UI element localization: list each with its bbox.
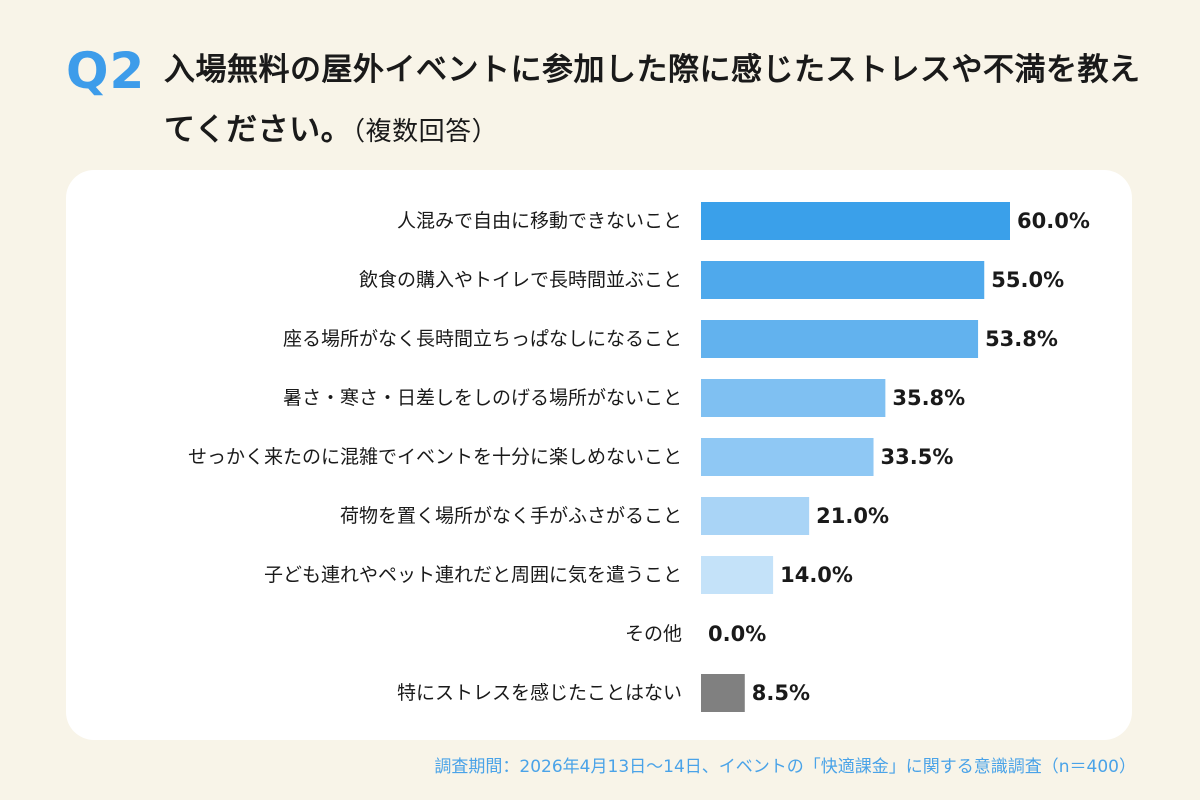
question-number: Q2 [66,42,146,100]
value-label-8: 0.0% [708,622,766,646]
value-label-7: 14.0% [780,563,853,587]
category-label-4: 暑さ・寒さ・日差しをしのげる場所がないこと [283,387,682,409]
bar-2 [701,261,985,299]
value-label-1: 60.0% [1017,209,1090,233]
category-label-1: 人混みで自由に移動できないこと [397,210,682,232]
bar-9 [701,674,745,712]
value-label-3: 53.8% [985,327,1058,351]
category-label-8: その他 [625,623,682,645]
value-label-4: 35.8% [892,386,965,410]
question-note: （複数回答） [352,117,499,147]
value-label-5: 33.5% [881,445,954,469]
chart-card: 人混みで自由に移動できないこと 60.0% 飲食の購入やトイレで長時間並ぶこと 55.… [66,170,1132,740]
category-label-9: 特にストレスを感じたことはない [397,682,682,704]
category-label-7: 子ども連れやペット連れだと周囲に気を遣うこと [264,564,682,586]
bar-3 [701,320,979,358]
bar-7 [701,556,774,594]
category-label-3: 座る場所がなく長時間立ちっぱなしになること [283,328,682,350]
value-label-6: 21.0% [816,504,889,528]
bar-4 [701,379,886,417]
bar-6 [701,497,810,535]
category-label-5: せっかく来たのに混雑でイベントを十分に楽しめないこと [188,446,682,468]
value-label-9: 8.5% [752,681,810,705]
bar-chart: 人混みで自由に移動できないこと 60.0% 飲食の購入やトイレで長時間並ぶこと 55.… [188,202,1090,712]
value-label-2: 55.0% [991,268,1064,292]
survey-footnote: 調査期間：2026年4月13日～14日、イベントの「快適課金」に関する意識調査（… [434,757,1136,777]
category-label-2: 飲食の購入やトイレで長時間並ぶこと [359,269,682,291]
question-text: 入場無料の屋外イベントに参加した際に感じたストレスや不満を教えてください。 [164,52,1141,148]
bar-1 [701,202,1010,240]
bar-5 [701,438,874,476]
category-label-6: 荷物を置く場所がなく手がふさがること [340,505,682,527]
question-title: 入場無料の屋外イベントに参加した際に感じたストレスや不満を教えてください。（複数… [164,40,1154,162]
